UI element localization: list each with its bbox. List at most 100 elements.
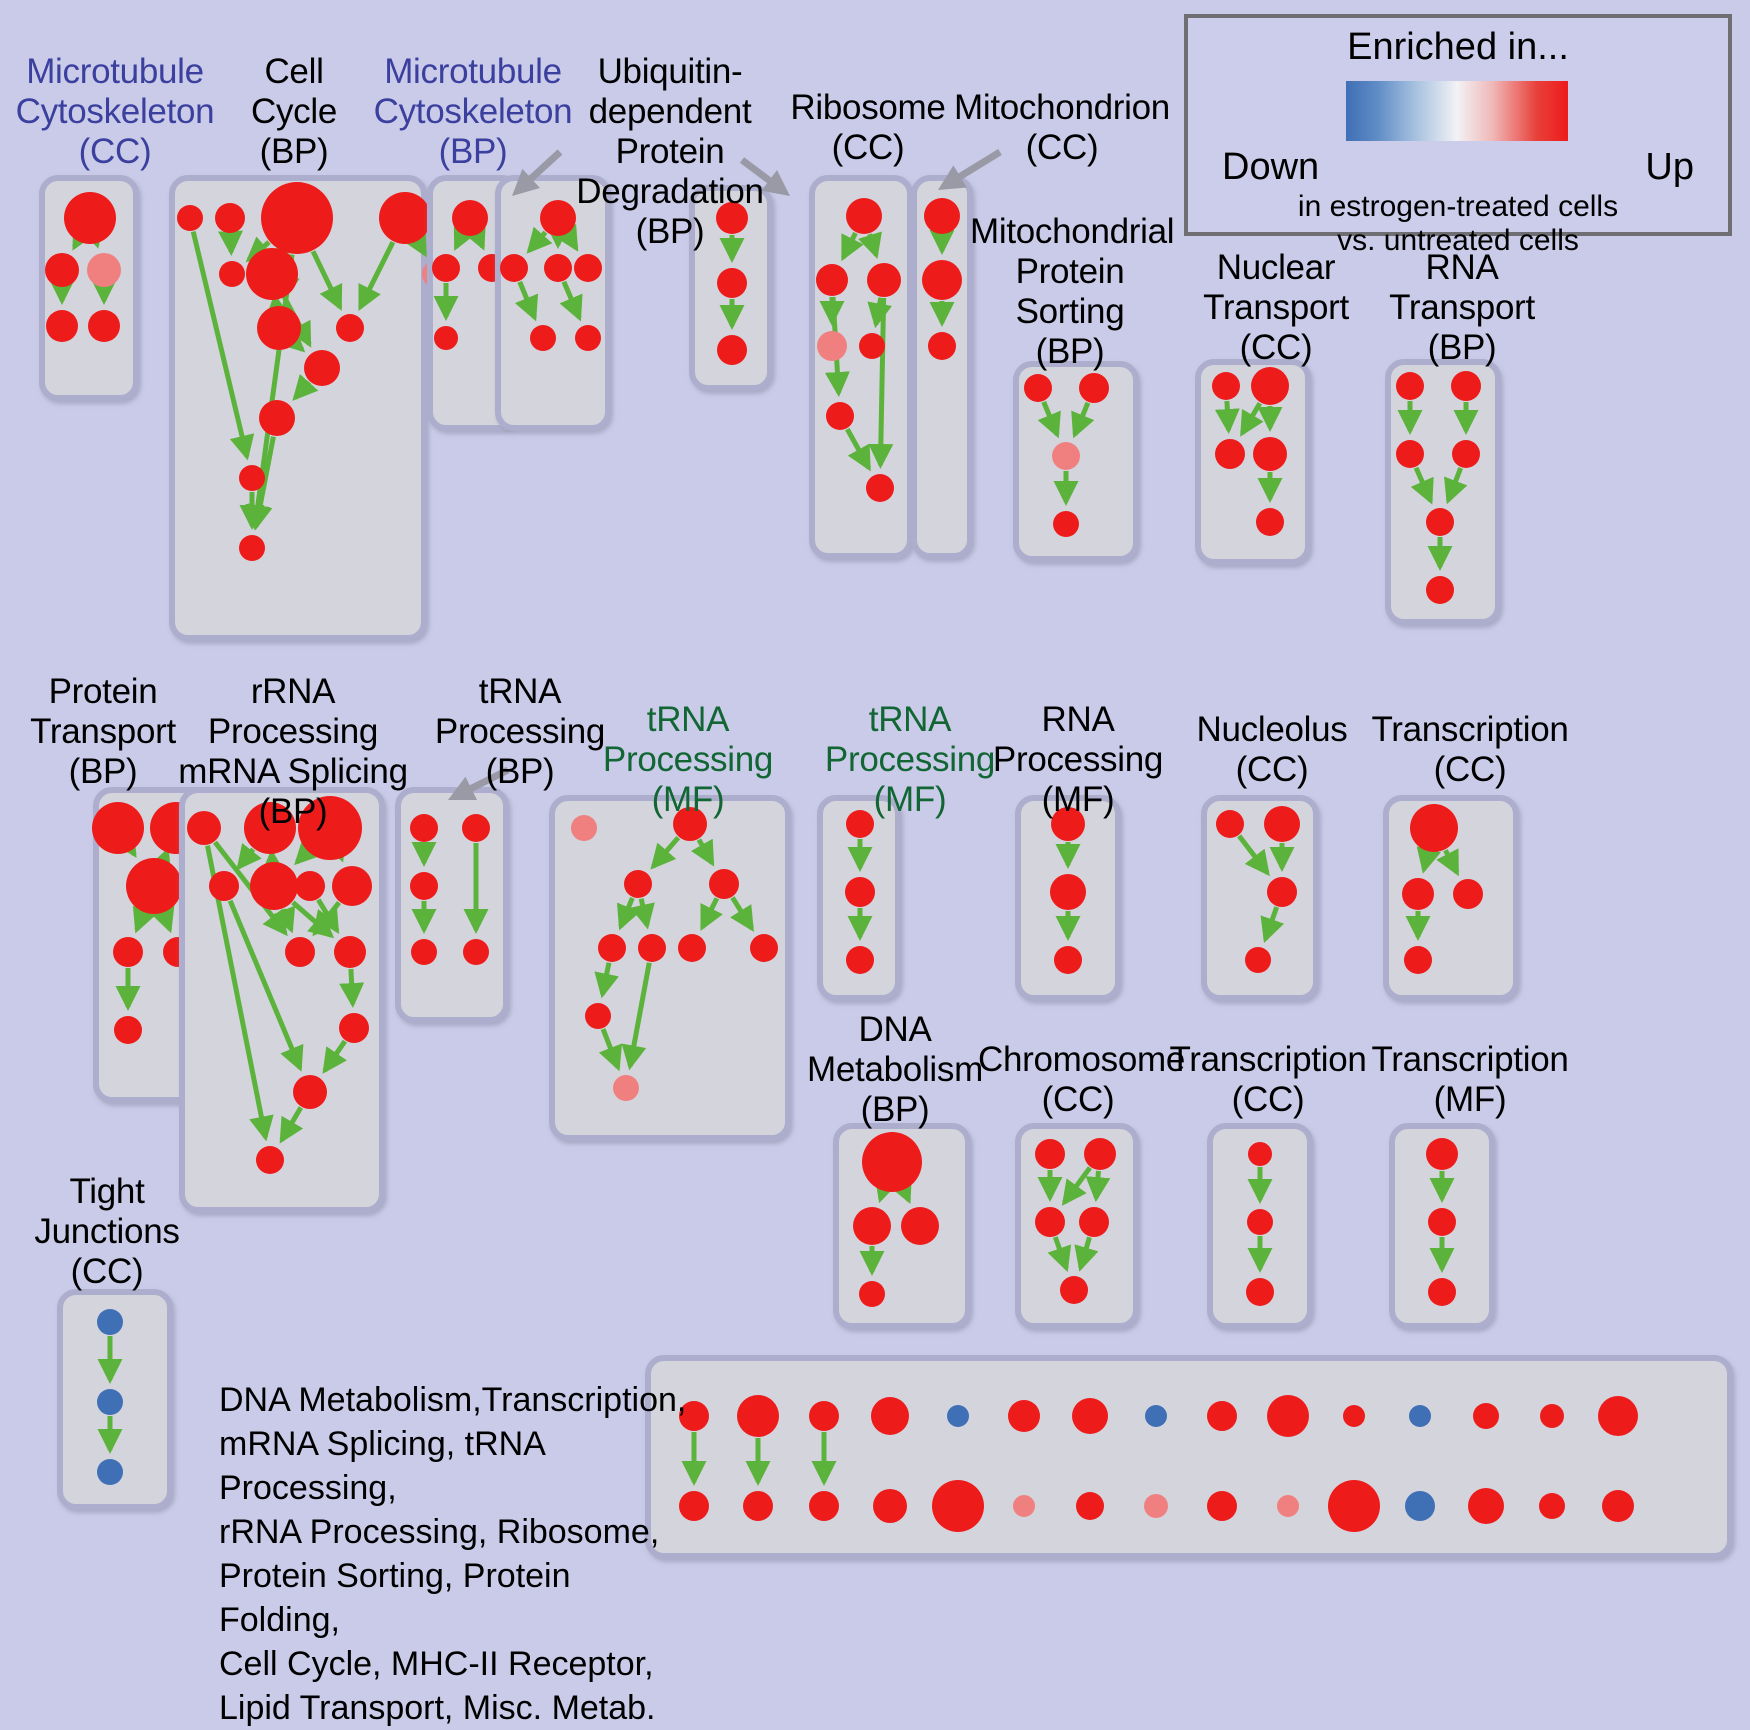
graph-node[interactable] xyxy=(1452,440,1480,468)
graph-node[interactable] xyxy=(862,1132,922,1192)
graph-node[interactable] xyxy=(1245,947,1271,973)
graph-node[interactable] xyxy=(1539,1493,1565,1519)
graph-node[interactable] xyxy=(1052,442,1080,470)
graph-node[interactable] xyxy=(932,1480,984,1532)
graph-node[interactable] xyxy=(1215,439,1245,469)
graph-node[interactable] xyxy=(1035,1139,1065,1169)
graph-node[interactable] xyxy=(1405,1491,1435,1521)
graph-node[interactable] xyxy=(1426,576,1454,604)
graph-node[interactable] xyxy=(859,333,885,359)
graph-node[interactable] xyxy=(45,253,79,287)
graph-node[interactable] xyxy=(339,1013,369,1043)
graph-node[interactable] xyxy=(1404,946,1432,974)
graph-node[interactable] xyxy=(285,937,315,967)
graph-node[interactable] xyxy=(750,934,778,962)
graph-node[interactable] xyxy=(873,1489,907,1523)
graph-node[interactable] xyxy=(1084,1138,1116,1170)
graph-node[interactable] xyxy=(1247,1209,1273,1235)
graph-node[interactable] xyxy=(1145,1405,1167,1427)
graph-node[interactable] xyxy=(709,869,739,899)
graph-node[interactable] xyxy=(809,1401,839,1431)
graph-node[interactable] xyxy=(924,198,960,234)
graph-node[interactable] xyxy=(1248,1142,1272,1166)
graph-node[interactable] xyxy=(901,1207,939,1245)
graph-node[interactable] xyxy=(928,332,956,360)
graph-node[interactable] xyxy=(452,200,488,236)
graph-node[interactable] xyxy=(1267,877,1297,907)
graph-node[interactable] xyxy=(1428,1278,1456,1306)
graph-node[interactable] xyxy=(1598,1396,1638,1436)
graph-node[interactable] xyxy=(379,192,431,244)
graph-node[interactable] xyxy=(922,260,962,300)
graph-node[interactable] xyxy=(411,939,437,965)
graph-node[interactable] xyxy=(215,203,245,233)
graph-node[interactable] xyxy=(209,871,239,901)
graph-node[interactable] xyxy=(1060,1276,1088,1304)
graph-node[interactable] xyxy=(809,1491,839,1521)
graph-node[interactable] xyxy=(1054,946,1082,974)
graph-node[interactable] xyxy=(1426,508,1454,536)
graph-node[interactable] xyxy=(598,934,626,962)
graph-node[interactable] xyxy=(574,254,602,282)
graph-node[interactable] xyxy=(816,264,848,296)
graph-node[interactable] xyxy=(97,1309,123,1335)
graph-node[interactable] xyxy=(530,325,556,351)
graph-node[interactable] xyxy=(1207,1401,1237,1431)
graph-node[interactable] xyxy=(1410,804,1458,852)
graph-node[interactable] xyxy=(1428,1208,1456,1236)
graph-node[interactable] xyxy=(1426,1138,1458,1170)
graph-node[interactable] xyxy=(1473,1403,1499,1429)
graph-node[interactable] xyxy=(826,402,854,430)
graph-node[interactable] xyxy=(500,254,528,282)
graph-node[interactable] xyxy=(334,936,366,968)
graph-node[interactable] xyxy=(853,1207,891,1245)
graph-node[interactable] xyxy=(1013,1495,1035,1517)
graph-node[interactable] xyxy=(295,871,325,901)
graph-node[interactable] xyxy=(1035,1207,1065,1237)
graph-node[interactable] xyxy=(114,1016,142,1044)
graph-node[interactable] xyxy=(1053,511,1079,537)
graph-node[interactable] xyxy=(613,1075,639,1101)
graph-node[interactable] xyxy=(1079,1207,1109,1237)
graph-node[interactable] xyxy=(1251,367,1289,405)
graph-node[interactable] xyxy=(64,192,116,244)
graph-node[interactable] xyxy=(1008,1400,1040,1432)
graph-node[interactable] xyxy=(1072,1398,1108,1434)
graph-node[interactable] xyxy=(1079,373,1109,403)
graph-node[interactable] xyxy=(246,248,298,300)
graph-node[interactable] xyxy=(1246,1278,1274,1306)
graph-node[interactable] xyxy=(575,325,601,351)
graph-node[interactable] xyxy=(866,474,894,502)
graph-node[interactable] xyxy=(1343,1405,1365,1427)
graph-node[interactable] xyxy=(434,326,458,350)
graph-node[interactable] xyxy=(87,253,121,287)
graph-node[interactable] xyxy=(717,335,747,365)
graph-node[interactable] xyxy=(1277,1495,1299,1517)
graph-node[interactable] xyxy=(88,310,120,342)
graph-node[interactable] xyxy=(1402,878,1434,910)
graph-node[interactable] xyxy=(678,934,706,962)
graph-node[interactable] xyxy=(585,1003,611,1029)
graph-node[interactable] xyxy=(846,198,882,234)
graph-node[interactable] xyxy=(97,1459,123,1485)
graph-node[interactable] xyxy=(332,866,372,906)
graph-node[interactable] xyxy=(846,946,874,974)
graph-node[interactable] xyxy=(1468,1488,1504,1524)
graph-node[interactable] xyxy=(1216,810,1244,838)
graph-node[interactable] xyxy=(1024,374,1052,402)
graph-node[interactable] xyxy=(432,254,460,282)
graph-node[interactable] xyxy=(113,937,143,967)
graph-node[interactable] xyxy=(1256,508,1284,536)
graph-node[interactable] xyxy=(1328,1480,1380,1532)
graph-node[interactable] xyxy=(1451,371,1481,401)
graph-node[interactable] xyxy=(1602,1490,1634,1522)
graph-node[interactable] xyxy=(737,1395,779,1437)
graph-node[interactable] xyxy=(1253,437,1287,471)
graph-node[interactable] xyxy=(845,877,875,907)
graph-node[interactable] xyxy=(92,802,144,854)
graph-node[interactable] xyxy=(1267,1395,1309,1437)
graph-node[interactable] xyxy=(1050,874,1086,910)
graph-node[interactable] xyxy=(1207,1491,1237,1521)
graph-node[interactable] xyxy=(219,261,245,287)
graph-node[interactable] xyxy=(859,1281,885,1307)
